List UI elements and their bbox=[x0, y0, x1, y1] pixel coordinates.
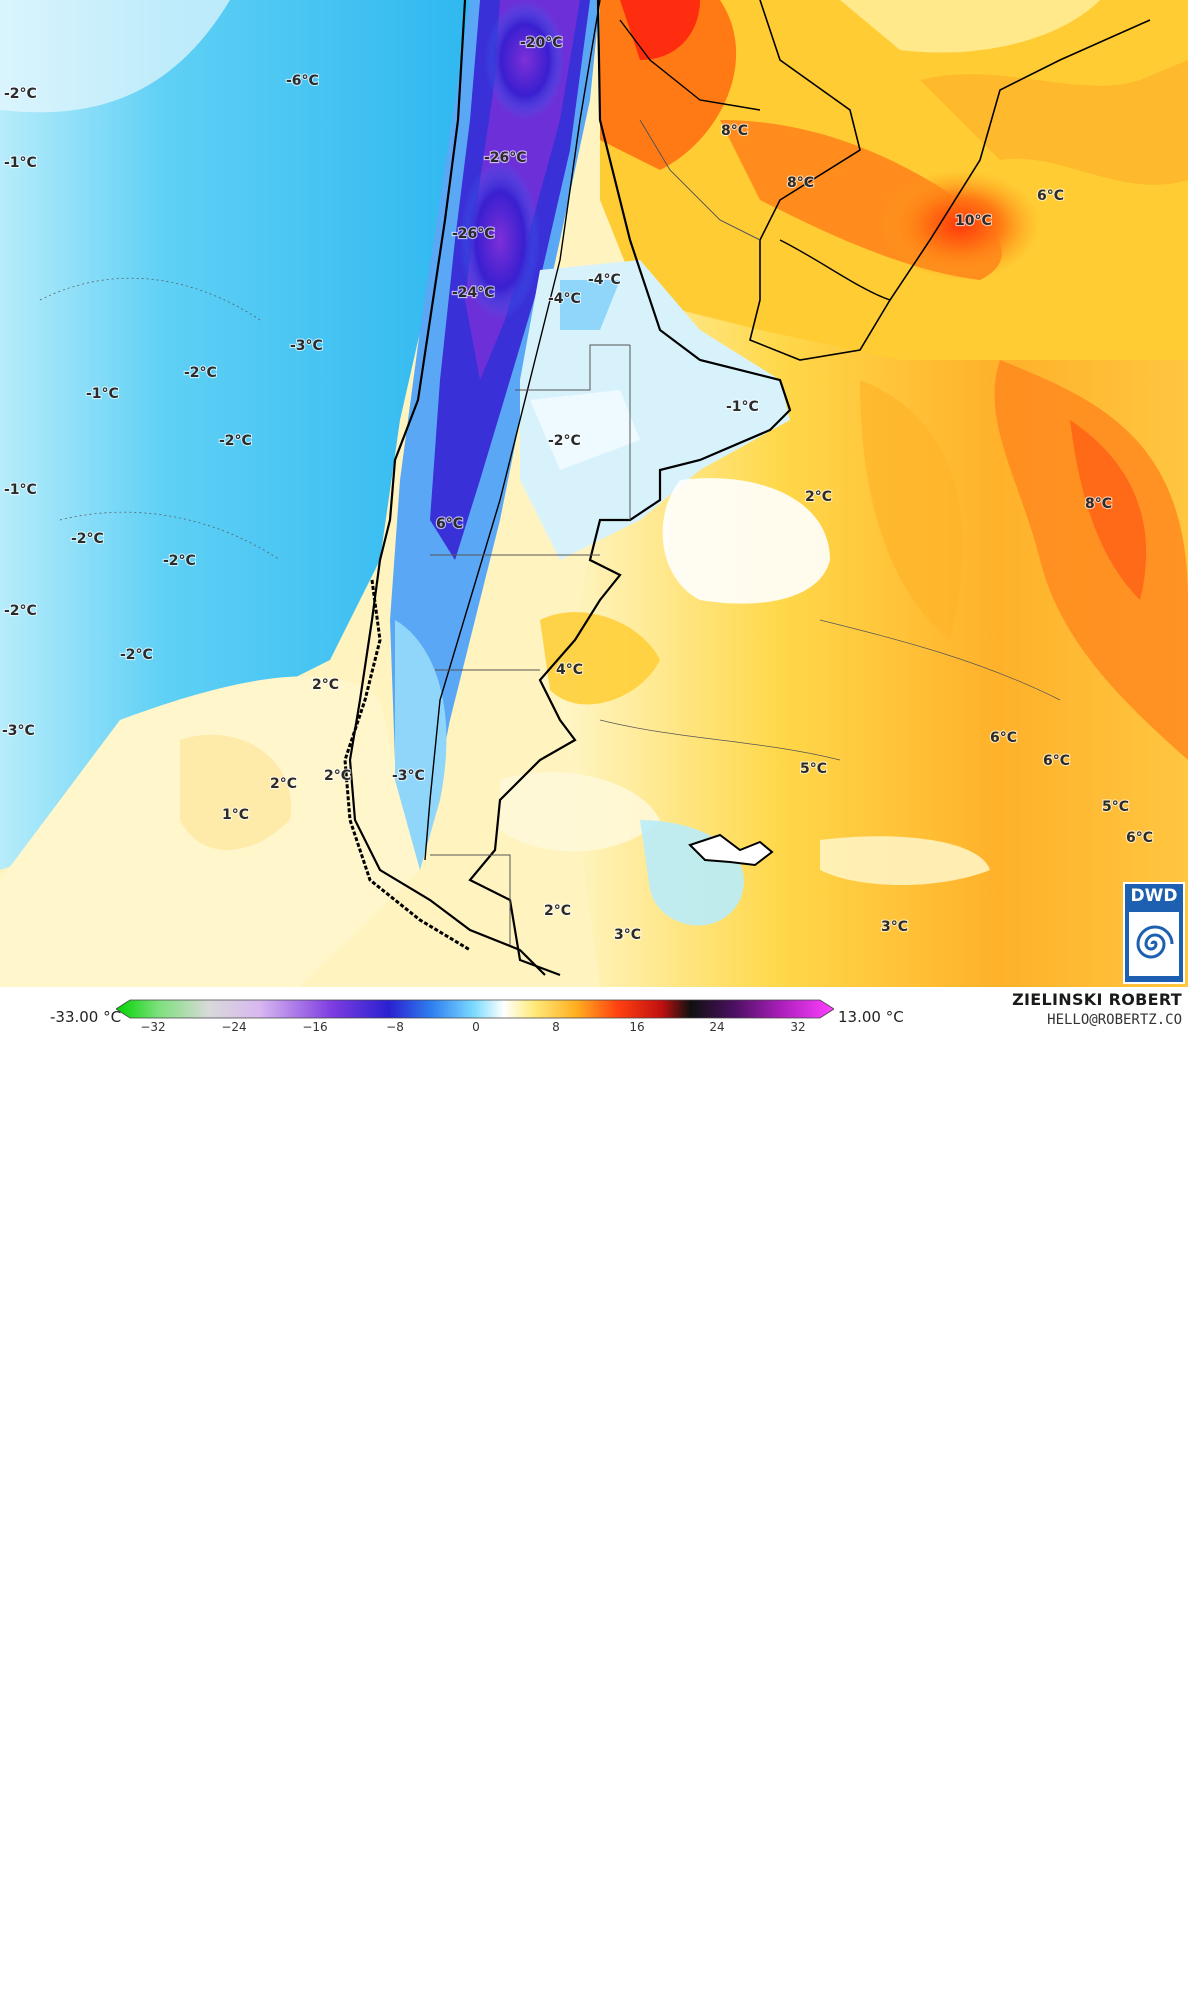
temp-label: 6°C bbox=[990, 730, 1017, 746]
author-email[interactable]: HELLO@ROBERTZ.CO bbox=[1047, 1012, 1182, 1028]
temp-label: -2°C bbox=[4, 86, 37, 102]
color-scale bbox=[116, 999, 834, 1019]
author-name: ZIELINSKI ROBERT bbox=[1012, 990, 1182, 1009]
chile-argentina-border bbox=[424, 0, 601, 861]
temp-label: 6°C bbox=[1126, 830, 1153, 846]
pacific-coastline bbox=[348, 0, 546, 976]
central-cool-field bbox=[520, 260, 790, 560]
color-scale-bar bbox=[116, 1985, 834, 2007]
temp-label: 8°C bbox=[787, 175, 814, 191]
temp-label: 1°C bbox=[222, 807, 249, 823]
temp-label: -2°C bbox=[120, 647, 153, 663]
temperature-map: -20°C -6°C -2°C -1°C -26°C 8°C 8°C 6°C 1… bbox=[0, 0, 1188, 987]
temp-label: -3°C bbox=[290, 338, 323, 354]
temp-label: 2°C bbox=[324, 768, 351, 784]
scale-min-label: -33.00 °C bbox=[50, 1008, 122, 1026]
temp-label: 8°C bbox=[721, 123, 748, 139]
scale-max-label: 13.00 °C bbox=[838, 1008, 904, 1026]
temp-label: 6°C bbox=[1043, 753, 1070, 769]
scale-tick: 16 bbox=[629, 1020, 645, 1034]
temp-label: 3°C bbox=[881, 919, 908, 935]
temp-label: 2°C bbox=[544, 903, 571, 919]
temp-label: 10°C bbox=[955, 213, 992, 229]
temp-label: -3°C bbox=[392, 768, 425, 784]
dwd-logo: DWD bbox=[1123, 882, 1185, 984]
scale-tick: −16 bbox=[302, 1020, 328, 1034]
scale-tick: 24 bbox=[709, 1020, 725, 1034]
map-canvas: -20°C -6°C -2°C -1°C -26°C 8°C 8°C 6°C 1… bbox=[0, 0, 1188, 987]
temp-label: 3°C bbox=[614, 927, 641, 943]
temp-label: -26°C bbox=[484, 150, 527, 166]
temp-label: -26°C bbox=[452, 226, 495, 242]
temp-label: -1°C bbox=[4, 155, 37, 171]
temp-label: 2°C bbox=[312, 677, 339, 693]
dwd-logo-text: DWD bbox=[1130, 886, 1178, 906]
temp-label: -4°C bbox=[588, 272, 621, 288]
temp-label: -2°C bbox=[163, 553, 196, 569]
temp-label: -24°C bbox=[452, 285, 495, 301]
national-borders bbox=[749, 0, 1151, 361]
temp-label: -20°C bbox=[520, 35, 563, 51]
atlantic-coastline bbox=[468, 0, 792, 977]
temp-label: 8°C bbox=[1085, 496, 1112, 512]
scale-tick: 32 bbox=[790, 1020, 806, 1034]
temp-label: 5°C bbox=[800, 761, 827, 777]
temp-label: -2°C bbox=[219, 433, 252, 449]
temp-label: 6°C bbox=[436, 516, 463, 532]
temp-label: -1°C bbox=[86, 386, 119, 402]
scale-tick: −8 bbox=[386, 1020, 404, 1034]
temp-label: 2°C bbox=[270, 776, 297, 792]
scale-tick: −32 bbox=[140, 1020, 166, 1034]
falkland-islands bbox=[688, 833, 774, 867]
scale-tick: 0 bbox=[472, 1020, 480, 1034]
temp-label: 2°C bbox=[805, 489, 832, 505]
temp-label: -1°C bbox=[726, 399, 759, 415]
temp-label: -3°C bbox=[2, 723, 35, 739]
temp-label: 6°C bbox=[1037, 188, 1064, 204]
temp-label: 4°C bbox=[556, 662, 583, 678]
temp-label: -2°C bbox=[548, 433, 581, 449]
temp-label: -2°C bbox=[4, 603, 37, 619]
temp-label: -1°C bbox=[4, 482, 37, 498]
temp-label: -6°C bbox=[286, 73, 319, 89]
temp-label: -4°C bbox=[548, 291, 581, 307]
scale-tick: 8 bbox=[552, 1020, 560, 1034]
pacific-cold-field bbox=[0, 0, 470, 870]
scale-tick: −24 bbox=[221, 1020, 247, 1034]
temp-label: -2°C bbox=[184, 365, 217, 381]
swirl-icon bbox=[1129, 912, 1179, 976]
temp-label: -2°C bbox=[71, 531, 104, 547]
temp-label: 5°C bbox=[1102, 799, 1129, 815]
